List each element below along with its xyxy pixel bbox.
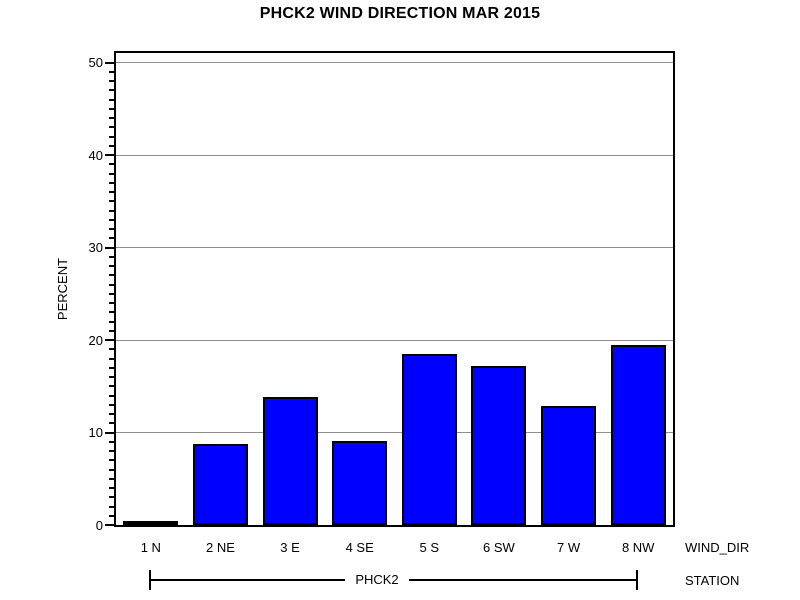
y-minor-tick-7 (109, 459, 116, 462)
gridline-40 (116, 154, 673, 156)
y-minor-tick-18 (109, 357, 116, 360)
y-minor-tick-45 (109, 107, 116, 110)
y-minor-tick-5 (109, 477, 116, 480)
y-minor-tick-46 (109, 98, 116, 101)
y-minor-tick-15 (109, 385, 116, 388)
y-tick-label-30: 30 (88, 240, 103, 255)
y-minor-tick-27 (109, 274, 116, 277)
x-tick-label-6-sw: 6 SW (483, 540, 515, 555)
group-axis-title: STATION (685, 573, 740, 588)
y-minor-tick-34 (109, 209, 116, 212)
y-minor-tick-49 (109, 70, 116, 73)
y-minor-tick-17 (109, 366, 116, 369)
y-minor-tick-3 (109, 496, 116, 499)
x-tick-label-5-s: 5 S (419, 540, 440, 555)
y-minor-tick-26 (109, 283, 116, 286)
y-tick-label-50: 50 (88, 55, 103, 70)
y-minor-tick-19 (109, 348, 116, 351)
y-minor-tick-35 (109, 200, 116, 203)
y-minor-tick-25 (109, 292, 116, 295)
bar-6-sw (471, 365, 527, 525)
bar-3-e (262, 397, 318, 525)
y-minor-tick-23 (109, 311, 116, 314)
station-bracket-right-tick (636, 570, 638, 590)
y-minor-tick-43 (109, 126, 116, 129)
y-minor-tick-16 (109, 376, 116, 378)
y-minor-tick-36 (109, 191, 116, 193)
y-minor-tick-47 (109, 89, 116, 92)
y-minor-tick-31 (109, 237, 116, 240)
y-minor-tick-28 (109, 265, 116, 267)
x-tick-label-2-ne: 2 NE (205, 540, 235, 555)
y-minor-tick-33 (109, 218, 116, 221)
y-tick-label-40: 40 (88, 147, 103, 163)
bar-2-ne (192, 443, 248, 525)
y-minor-tick-13 (109, 403, 116, 406)
y-tick-label-0: 0 (95, 517, 103, 533)
y-major-tick-0 (105, 524, 116, 526)
y-minor-tick-32 (109, 228, 116, 230)
y-minor-tick-41 (109, 144, 116, 147)
y-minor-tick-6 (109, 468, 116, 471)
y-minor-tick-14 (109, 394, 116, 397)
y-minor-tick-37 (109, 181, 116, 184)
x-tick-label-7-w: 7 W (557, 540, 581, 555)
y-minor-tick-38 (109, 172, 116, 175)
y-tick-label-10: 10 (88, 425, 103, 440)
plot-area (116, 53, 673, 525)
y-minor-tick-11 (109, 422, 116, 425)
bar-1-n (123, 521, 179, 525)
y-minor-tick-44 (109, 117, 116, 119)
y-tick-label-20: 20 (88, 332, 103, 348)
gridline-50 (116, 62, 673, 63)
y-minor-tick-39 (109, 163, 116, 166)
bar-8-nw (610, 344, 666, 525)
y-minor-tick-12 (109, 413, 116, 415)
gridline-20 (116, 339, 673, 341)
y-minor-tick-9 (109, 440, 116, 443)
y-minor-tick-21 (109, 329, 116, 332)
plot-frame (114, 51, 675, 527)
station-bracket-left-tick (149, 570, 151, 590)
x-axis-title: WIND_DIR (685, 540, 750, 555)
y-minor-tick-22 (109, 320, 116, 323)
x-tick-label-1-n: 1 N (140, 540, 161, 555)
bar-4-se (332, 440, 388, 525)
x-tick-label-3-e: 3 E (280, 540, 300, 555)
y-major-tick-50 (105, 61, 116, 64)
chart-title: PHCK2 WIND DIRECTION MAR 2015 (259, 5, 541, 22)
y-major-tick-10 (105, 431, 116, 434)
gridline-30 (116, 247, 673, 248)
station-group-label: PHCK2 (345, 572, 409, 587)
y-minor-tick-4 (109, 487, 116, 489)
x-tick-label-4-se: 4 SE (345, 540, 374, 555)
y-axis-title: PERCENT (55, 257, 70, 321)
y-major-tick-30 (105, 246, 116, 249)
y-minor-tick-8 (109, 450, 116, 452)
y-minor-tick-29 (109, 255, 116, 258)
gridline-10 (116, 432, 673, 433)
bar-5-s (401, 353, 457, 525)
bar-7-w (541, 405, 597, 525)
y-major-tick-40 (105, 154, 116, 156)
y-minor-tick-48 (109, 80, 116, 82)
y-minor-tick-42 (109, 135, 116, 138)
y-minor-tick-2 (109, 505, 116, 508)
y-minor-tick-1 (109, 514, 116, 517)
x-tick-label-8-nw: 8 NW (621, 540, 655, 555)
y-minor-tick-24 (109, 302, 116, 304)
y-major-tick-20 (105, 339, 116, 341)
